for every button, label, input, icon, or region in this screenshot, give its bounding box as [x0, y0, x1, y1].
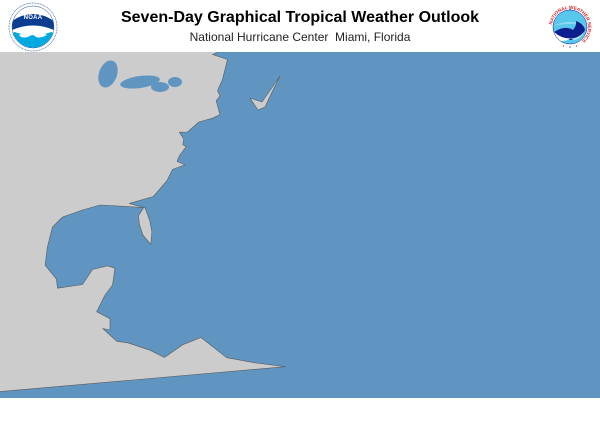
svg-text:NOAA: NOAA [24, 15, 43, 21]
